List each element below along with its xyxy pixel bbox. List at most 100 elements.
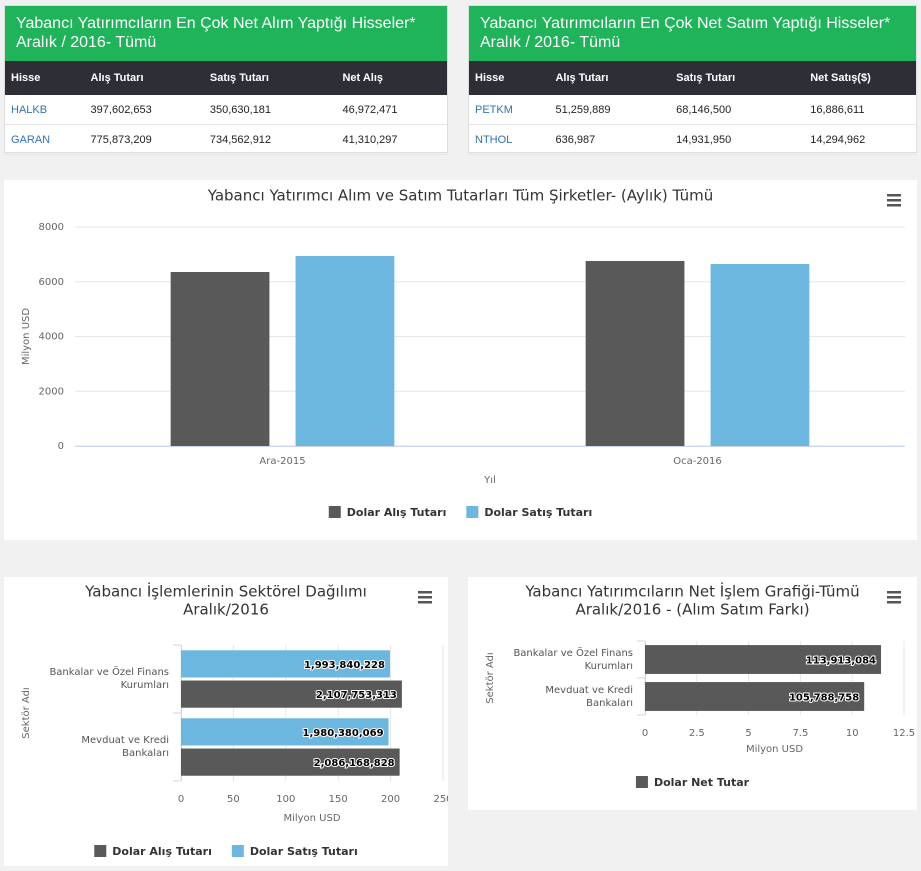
- category-label-wrap: Bankalar ve Özel Finans Kurumları: [24, 645, 169, 713]
- data-label: 2,107,753,313: [316, 690, 397, 701]
- menu-line: [418, 591, 432, 594]
- x-tick-label: Ara-2015: [259, 456, 305, 467]
- table: Hisse Alış Tutarı Satış Tutarı Net Satış($)…: [469, 61, 916, 155]
- category-label-wrap: Mevduat ve Kredi Bankaları: [24, 713, 169, 781]
- cell: 397,602,653: [84, 95, 204, 125]
- data-label: 105,788,758: [789, 693, 859, 704]
- cell: 636,987: [549, 124, 671, 155]
- y-tick-label: Bankalar ve Özel Finans Kurumları: [513, 647, 633, 672]
- y-axis-label: Sektör Adı: [485, 652, 496, 703]
- x-tick-label: 10: [846, 728, 859, 739]
- table-title: Yabancı Yatırımcıların En Çok Net Alım Y…: [16, 15, 416, 32]
- bar: [181, 718, 389, 746]
- bar: [170, 272, 270, 446]
- header-row: Hisse Alış Tutarı Satış Tutarı Net Alış: [5, 61, 447, 95]
- menu-button[interactable]: [887, 194, 901, 207]
- menu-button[interactable]: [418, 591, 432, 604]
- x-tick-label: 0: [178, 794, 184, 805]
- y-tick-label: Mevduat ve Kredi Bankaları: [81, 735, 169, 759]
- cell: 51,259,889: [549, 95, 671, 125]
- legend-label: Dolar Satış Tutarı: [484, 506, 592, 519]
- column-header: Hisse: [469, 61, 550, 95]
- y-tick-label: 2000: [39, 386, 64, 397]
- y-tick-label: 0: [58, 441, 64, 452]
- category-label-wrap: Bankalar ve Özel Finans Kurumları: [488, 641, 633, 678]
- cell: 68,146,500: [670, 95, 805, 125]
- x-tick-label: 50: [227, 794, 240, 805]
- y-axis-label: Milyon USD: [21, 308, 32, 365]
- cell: 14,294,962: [804, 124, 916, 155]
- chart-panel: Yabancı Yatırımcı Alım ve Satım Tutarlar…: [4, 180, 917, 540]
- column-header: Alış Tutarı: [549, 61, 671, 95]
- stock-link[interactable]: NTHOL: [469, 124, 550, 155]
- legend-item[interactable]: Dolar Alış Tutarı: [328, 506, 447, 519]
- y-tick-label: Mevduat ve Kredi Bankaları: [545, 684, 633, 709]
- column-header: Net Satış($): [804, 61, 916, 95]
- x-tick-label: 0: [642, 728, 648, 739]
- y-axis-label: Sektör Adı: [21, 687, 32, 738]
- table: Hisse Alış Tutarı Satış Tutarı Net Alış HALK…: [5, 61, 447, 155]
- x-tick-label: 200: [381, 794, 400, 805]
- legend: Dolar Alış Tutarı Dolar Satış Tutarı: [94, 845, 358, 858]
- table-panel: Yabancı Yatırımcıların En Çok Net Satım …: [468, 5, 917, 155]
- x-tick-label: 5: [745, 728, 751, 739]
- bar: [181, 748, 400, 776]
- bar: [181, 650, 390, 678]
- column-header: Satış Tutarı: [670, 61, 805, 95]
- y-tick-label: 4000: [39, 332, 64, 343]
- stock-link[interactable]: PETKM: [469, 95, 550, 125]
- bar: [585, 260, 685, 446]
- cell: 775,873,209: [84, 124, 204, 155]
- data-label: 1,993,840,228: [304, 660, 385, 671]
- table-header: Yabancı Yatırımcıların En Çok Net Satım …: [469, 6, 916, 61]
- menu-button[interactable]: [887, 591, 901, 604]
- data-label: 113,913,084: [806, 656, 876, 667]
- stock-link[interactable]: HALKB: [5, 95, 85, 125]
- cell: 734,562,912: [203, 124, 337, 155]
- menu-line: [887, 204, 901, 207]
- legend-label: Dolar Net Tutar: [654, 776, 750, 789]
- stock-link[interactable]: GARAN: [5, 124, 85, 155]
- x-axis-label: Milyon USD: [746, 744, 803, 755]
- cell: 41,310,297: [336, 124, 447, 155]
- y-tick-label: Bankalar ve Özel Finans Kurumları: [49, 667, 169, 691]
- table-title: Yabancı Yatırımcıların En Çok Net Satım …: [480, 15, 891, 32]
- legend-swatch: [635, 776, 648, 788]
- x-tick-label: 100: [276, 794, 295, 805]
- menu-line: [887, 601, 901, 604]
- legend-item[interactable]: Dolar Satış Tutarı: [231, 845, 358, 858]
- bar: [710, 264, 810, 446]
- chart-title: Yabancı Yatırımcı Alım ve Satım Tutarlar…: [207, 187, 713, 205]
- menu-line: [887, 194, 901, 197]
- chart-title: Yabancı Yatırımcıların Net İşlem Grafiği…: [524, 582, 859, 601]
- data-label: 2,086,168,828: [314, 758, 395, 769]
- data-label: 1,980,380,069: [303, 728, 384, 739]
- x-tick-label: Oca-2016: [673, 456, 722, 467]
- x-tick-label: 7.5: [792, 728, 808, 739]
- x-tick-label: 12.5: [893, 728, 915, 739]
- legend-swatch: [94, 845, 107, 857]
- legend-item[interactable]: Dolar Alış Tutarı: [94, 845, 212, 858]
- x-axis-label: Milyon USD: [283, 813, 340, 824]
- cell: 350,630,181: [203, 95, 337, 125]
- legend-item[interactable]: Dolar Satış Tutarı: [466, 506, 592, 519]
- bar: [181, 680, 402, 708]
- column-header: Hisse: [5, 61, 85, 95]
- legend-label: Dolar Satış Tutarı: [250, 845, 358, 858]
- legend-label: Dolar Alış Tutarı: [347, 506, 447, 519]
- y-tick-label: 8000: [39, 222, 64, 233]
- category-label-box: Mevduat ve Kredi Bankaları: [24, 713, 169, 781]
- legend: Dolar Alış Tutarı Dolar Satış Tutarı: [328, 506, 592, 519]
- table-row: PETKM 51,259,889 68,146,500 16,886,611: [469, 95, 916, 125]
- header-row: Hisse Alış Tutarı Satış Tutarı Net Satış($): [469, 61, 916, 95]
- category-label-wrap: Mevduat ve Kredi Bankaları: [488, 678, 633, 715]
- menu-line: [418, 596, 432, 599]
- legend-item[interactable]: Dolar Net Tutar: [635, 776, 750, 789]
- cell: 16,886,611: [804, 95, 916, 125]
- chart-panel: Yabancı Yatırımcıların Net İşlem Grafiği…: [468, 577, 917, 810]
- column-header: Alış Tutarı: [84, 61, 204, 95]
- column-header: Net Alış: [336, 61, 447, 95]
- chart: Yabancı İşlemlerinin Sektörel DağılımıAr…: [21, 582, 453, 859]
- x-axis-label: Yıl: [483, 475, 496, 486]
- legend-label: Dolar Alış Tutarı: [112, 845, 212, 858]
